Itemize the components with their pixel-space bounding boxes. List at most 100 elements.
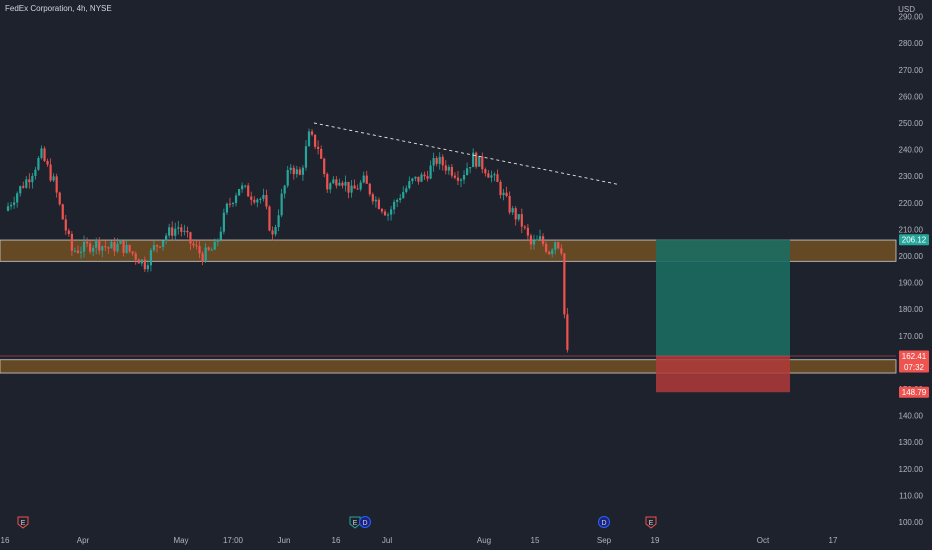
- candle: [459, 179, 463, 181]
- candle: [320, 148, 323, 159]
- earnings-icon[interactable]: [349, 516, 361, 529]
- candle: [207, 247, 210, 250]
- y-tick-label: 180.00: [899, 305, 924, 314]
- candle: [286, 170, 289, 186]
- candle: [237, 189, 241, 196]
- y-tick-label: 120.00: [899, 465, 924, 474]
- candle: [152, 245, 156, 251]
- candle: [517, 214, 520, 220]
- candle: [253, 199, 256, 203]
- candle: [514, 208, 517, 220]
- price-label: 148.79: [902, 388, 927, 397]
- y-tick-label: 240.00: [899, 146, 924, 155]
- candle: [408, 181, 411, 189]
- y-tick-label: 140.00: [899, 412, 924, 421]
- candle: [43, 148, 46, 161]
- candle: [64, 219, 67, 231]
- candle: [137, 259, 140, 264]
- candle: [262, 194, 265, 199]
- candle: [222, 212, 225, 232]
- candle: [338, 182, 341, 186]
- candle: [393, 201, 396, 210]
- candle: [313, 134, 317, 147]
- candle: [61, 204, 64, 220]
- candle: [101, 246, 104, 251]
- candle: [435, 158, 438, 164]
- candle: [298, 169, 301, 175]
- candle: [396, 199, 399, 202]
- candle: [541, 236, 545, 244]
- countdown-label: 07:32: [904, 363, 925, 372]
- candle: [28, 179, 31, 183]
- symbol-title[interactable]: FedEx Corporation, 4h, NYSE: [5, 4, 112, 13]
- x-tick-label: Jul: [382, 536, 392, 545]
- candle: [323, 158, 326, 175]
- y-tick-label: 270.00: [899, 66, 924, 75]
- candle: [447, 167, 450, 171]
- candle: [195, 245, 198, 247]
- candle: [155, 245, 159, 247]
- candle: [535, 239, 539, 241]
- candle: [13, 202, 16, 205]
- target-zone[interactable]: [656, 239, 790, 356]
- price-label: 162.41: [902, 352, 927, 361]
- candle: [134, 253, 137, 260]
- candle: [6, 206, 10, 211]
- candle: [183, 230, 186, 232]
- dividend-icon[interactable]: [598, 516, 610, 528]
- candle: [231, 202, 235, 204]
- candle: [432, 158, 435, 166]
- x-tick-label: Aug: [477, 536, 491, 545]
- candle: [256, 199, 259, 203]
- trendline[interactable]: [313, 122, 618, 185]
- candle: [259, 198, 262, 200]
- y-tick-label: 280.00: [899, 39, 924, 48]
- candle: [9, 204, 13, 207]
- candle: [131, 251, 134, 254]
- candle: [295, 169, 298, 175]
- event-marker-label: D: [362, 520, 367, 527]
- candle: [174, 228, 177, 236]
- candle: [95, 239, 98, 248]
- earnings-icon[interactable]: [17, 516, 29, 529]
- candle: [46, 160, 49, 165]
- candle: [19, 186, 22, 194]
- candle: [478, 156, 481, 167]
- candle: [523, 226, 526, 228]
- y-tick-label: 220.00: [899, 199, 924, 208]
- candle: [268, 206, 271, 231]
- candle: [171, 227, 174, 236]
- stop-zone[interactable]: [656, 355, 790, 393]
- candle: [76, 250, 80, 253]
- candle: [85, 241, 89, 244]
- candle: [438, 156, 441, 164]
- candle: [271, 230, 274, 235]
- event-marker-label: D: [601, 520, 606, 527]
- candle: [551, 249, 554, 255]
- earnings-icon[interactable]: [645, 516, 657, 529]
- price-label-box: [899, 350, 929, 373]
- currency-label: USD: [898, 5, 915, 14]
- y-tick-label: 130.00: [899, 438, 924, 447]
- candle: [265, 194, 268, 207]
- candle: [283, 185, 286, 194]
- candle: [469, 167, 472, 169]
- candle: [310, 131, 314, 135]
- y-tick-label: 170.00: [899, 332, 924, 341]
- candle: [280, 193, 283, 216]
- candle: [110, 242, 113, 249]
- candle: [329, 183, 332, 190]
- candle: [107, 247, 110, 249]
- candle: [247, 185, 250, 197]
- event-marker-label: E: [353, 520, 358, 527]
- x-tick-label: 15: [531, 536, 540, 545]
- dividend-icon[interactable]: [359, 516, 371, 528]
- candle: [79, 251, 83, 253]
- x-tick-label: 17:00: [223, 536, 244, 545]
- candle: [204, 247, 207, 262]
- y-tick-label: 200.00: [899, 252, 924, 261]
- candle: [481, 156, 484, 170]
- candle: [165, 235, 168, 241]
- candle: [563, 253, 566, 315]
